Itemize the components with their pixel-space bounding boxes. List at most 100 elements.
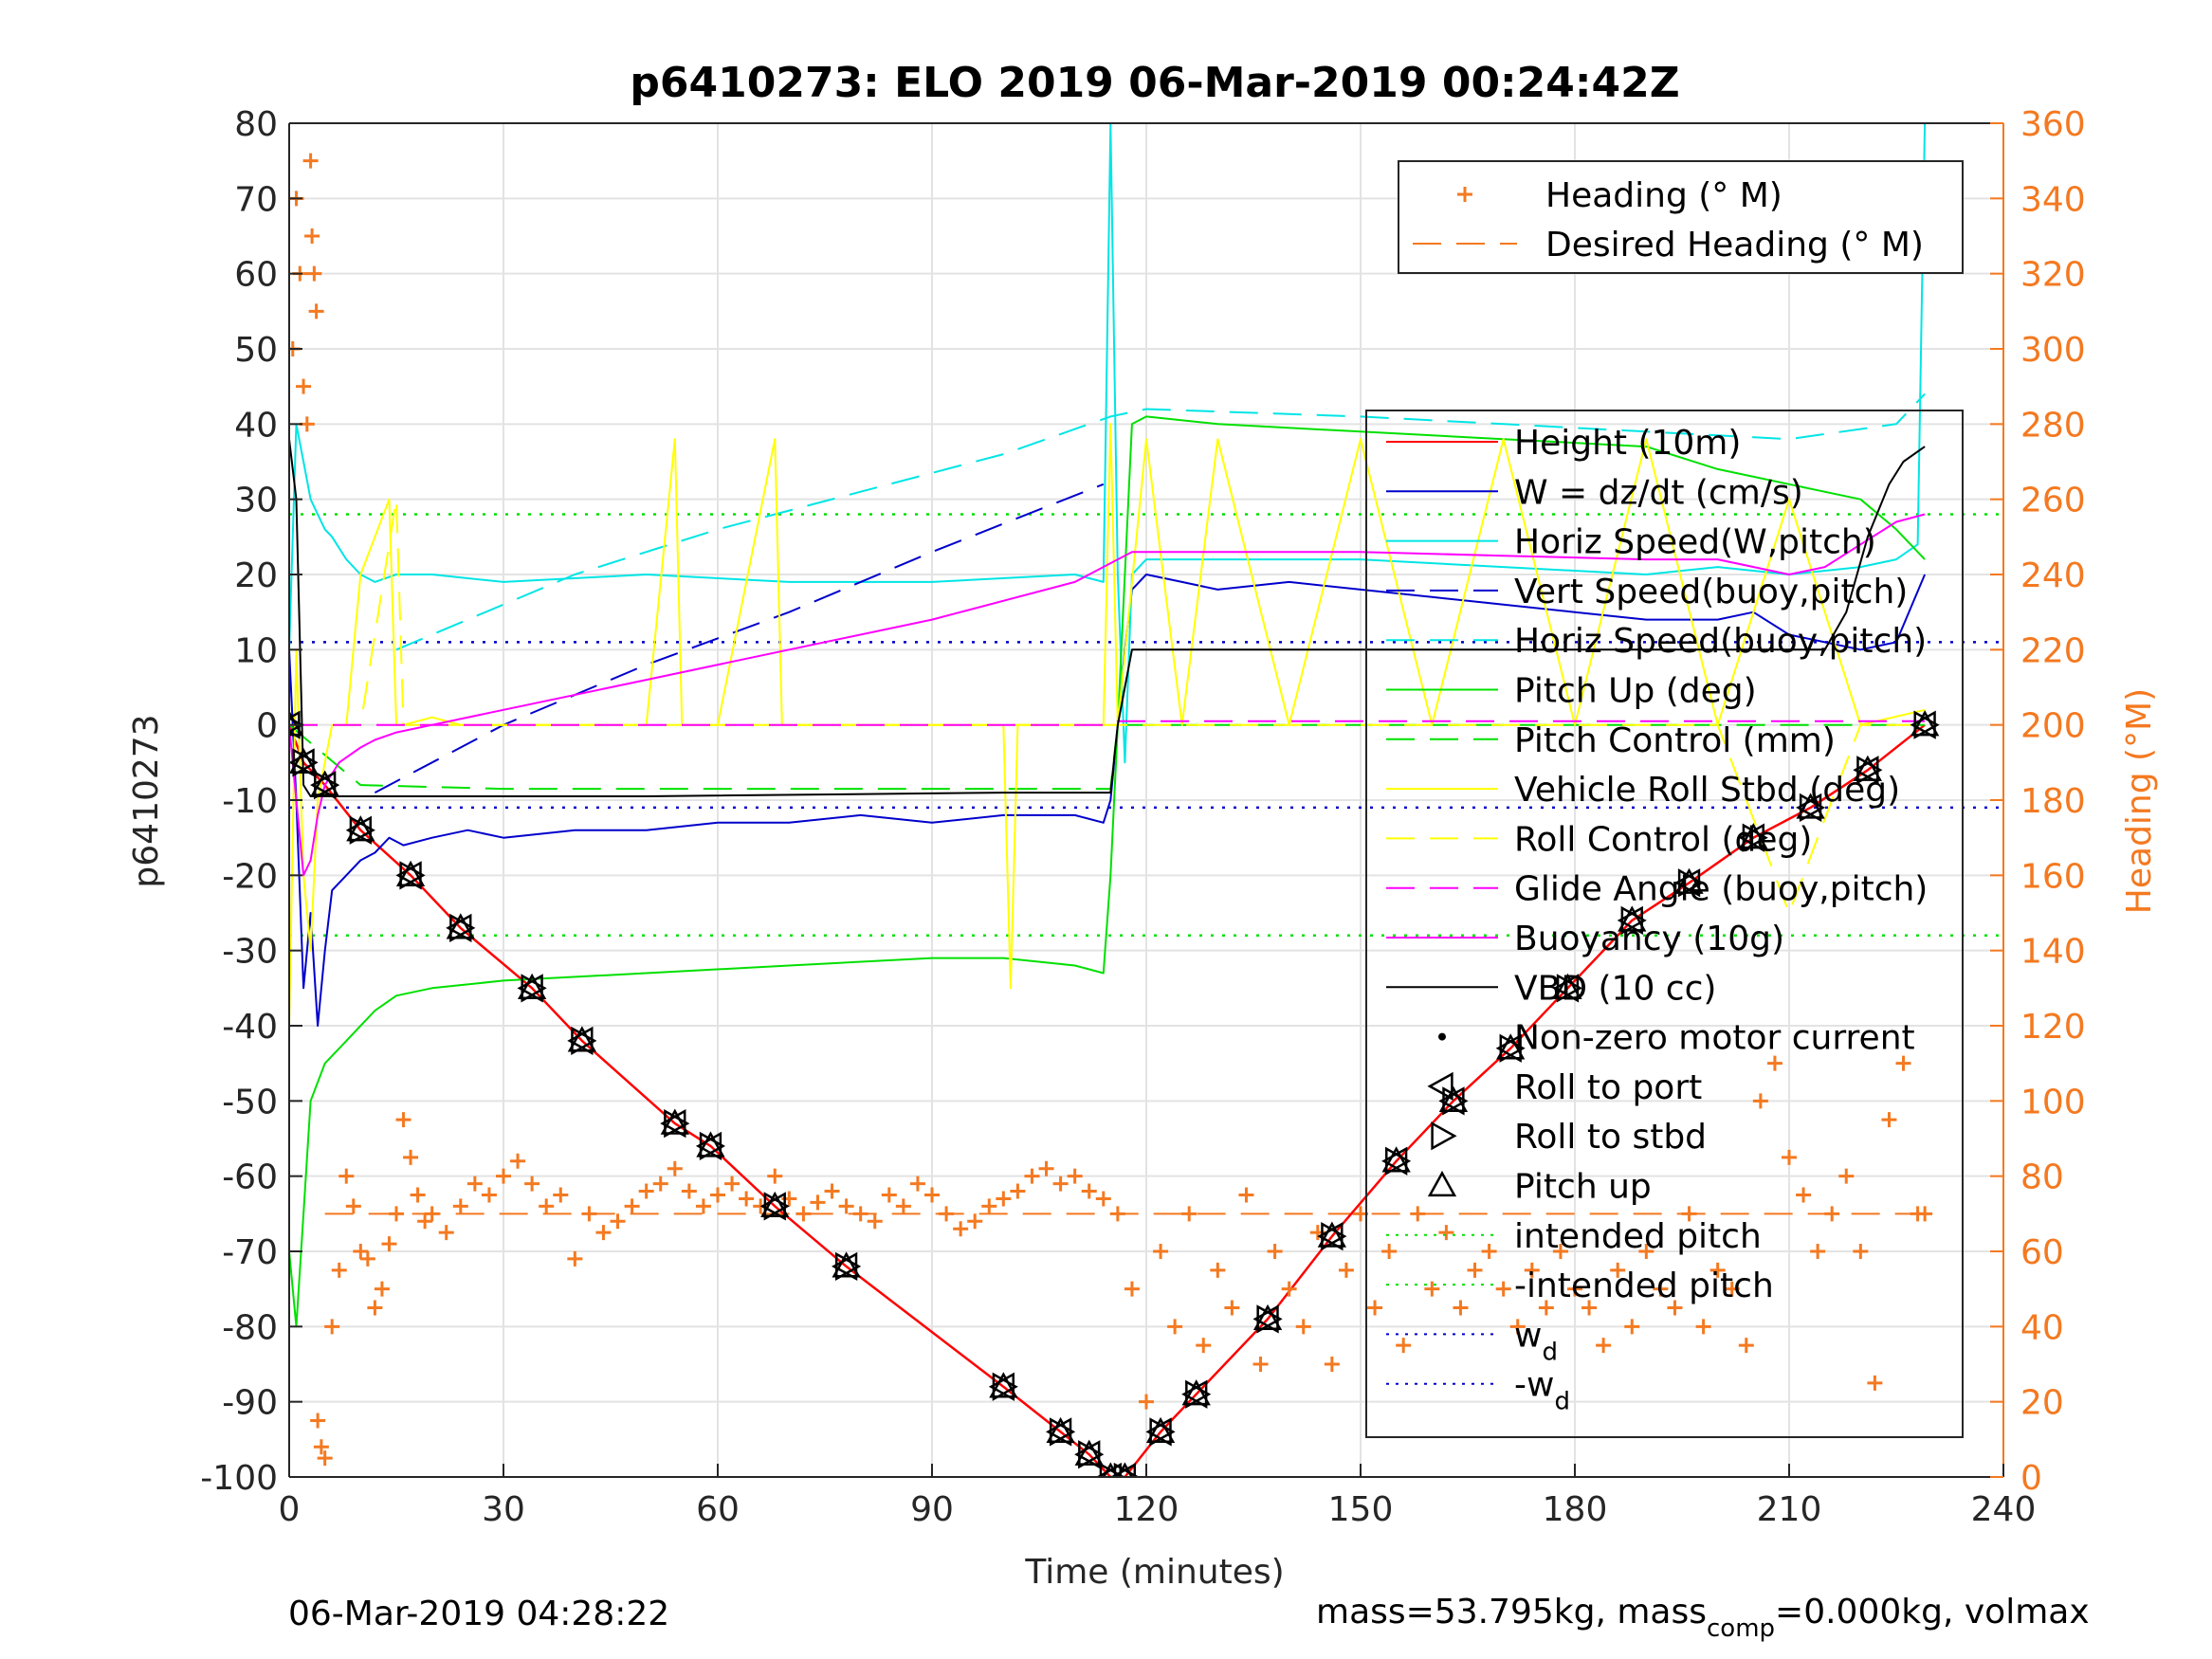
footer-date: 06-Mar-2019 04:28:22: [288, 1595, 669, 1633]
heading-marker: [1552, 1244, 1568, 1259]
heading-marker: [1224, 1300, 1240, 1316]
heading-marker: [466, 1176, 483, 1192]
heading-marker: [1067, 1168, 1083, 1184]
legend-label: W = dz/dt (cm/s): [1514, 473, 1803, 512]
legend-label-main: Glide Angle (buoy,pitch): [1514, 870, 1928, 909]
roll-to-stbd-marker: [1321, 1222, 1347, 1251]
heading-marker: [1838, 1168, 1855, 1184]
heading-marker: [1396, 1338, 1412, 1354]
pitch-up-marker: [1674, 867, 1704, 894]
series-line: [289, 415, 1926, 1328]
legend-right-axis: Heading (° M) Desired Heading (° M): [1398, 160, 1964, 274]
legend-label-main: Buoyancy (10g): [1514, 920, 1784, 958]
heading-marker: [338, 1168, 355, 1184]
y-tick-right-label: 260: [2020, 482, 2086, 520]
roll-to-port-marker: [345, 815, 372, 845]
legend-label: Pitch Control (mm): [1514, 721, 1836, 760]
roll-to-stbd-marker: [449, 913, 476, 942]
roll-to-stbd-marker: [349, 815, 375, 845]
heading-marker: [1709, 1262, 1726, 1278]
heading-marker: [1238, 1187, 1254, 1203]
y-tick-right-label: 200: [2020, 707, 2086, 746]
x-tick-label: 90: [910, 1490, 954, 1529]
x-tick-label: 240: [1971, 1490, 2037, 1529]
y-tick-right-label: 60: [2020, 1233, 2064, 1272]
heading-marker: [1824, 1206, 1840, 1222]
heading-marker: [304, 228, 320, 244]
heading-marker: [1724, 1281, 1740, 1297]
y-tick-right-label: 340: [2020, 180, 2086, 219]
roll-to-stbd-marker: [1742, 823, 1768, 852]
heading-marker: [1538, 1300, 1554, 1316]
heading-marker: [1610, 1262, 1626, 1278]
heading-marker: [1295, 1319, 1311, 1335]
roll-to-port-marker: [1552, 974, 1580, 1003]
footer-mass-prefix: mass=53.795kg, mass: [1316, 1593, 1707, 1632]
y-tick-label: -60: [222, 1158, 278, 1197]
y-tick-label: 0: [256, 707, 278, 746]
roll-to-port-marker: [1317, 1222, 1344, 1251]
heading-marker: [1895, 1055, 1911, 1071]
heading-marker: [389, 1206, 404, 1222]
y-tick-right-label: 120: [2020, 1008, 2086, 1047]
x-tick-label: 0: [279, 1490, 301, 1529]
x-axis-label: Time (minutes): [1024, 1553, 1284, 1592]
heading-marker: [424, 1206, 440, 1222]
heading-marker: [313, 1439, 329, 1455]
heading-marker: [1052, 1176, 1069, 1192]
pitch-up-marker: [567, 1026, 596, 1052]
y-tick-right-label: 80: [2020, 1158, 2064, 1197]
roll-to-port-marker: [1074, 1440, 1101, 1469]
roll-to-stbd-marker: [1913, 710, 1940, 739]
heading-marker: [374, 1281, 390, 1297]
roll-to-stbd-marker: [1442, 1086, 1469, 1116]
x-tick-label: 60: [696, 1490, 740, 1529]
legend-label: Height (10m): [1514, 424, 1741, 463]
series-line: [289, 723, 1926, 1477]
roll-to-stbd-marker: [1049, 1417, 1076, 1447]
heading-marker: [417, 1213, 433, 1230]
y-tick-label: -10: [222, 782, 278, 821]
heading-marker: [1181, 1206, 1197, 1222]
heading-marker: [767, 1168, 783, 1184]
heading-marker: [296, 378, 312, 394]
legend-label-main: VBD (10 cc): [1514, 969, 1716, 1008]
roll-to-stbd-marker: [1078, 1440, 1105, 1469]
heading-marker: [1010, 1183, 1026, 1199]
roll-to-port-marker: [759, 1192, 786, 1221]
heading-marker: [1081, 1183, 1097, 1199]
heading-marker: [317, 1450, 333, 1467]
roll-to-port-marker: [517, 974, 543, 1003]
heading-marker: [795, 1206, 812, 1222]
heading-marker: [1124, 1281, 1140, 1297]
series-line: [289, 513, 1926, 877]
legend-label-main: intended pitch: [1514, 1217, 1762, 1256]
heading-marker: [1281, 1281, 1297, 1297]
legend-label: Roll to port: [1514, 1068, 1702, 1107]
heading-marker: [395, 1112, 411, 1128]
y-tick-label: -100: [200, 1459, 278, 1498]
y-tick-right-label: 280: [2020, 406, 2086, 445]
roll-to-port-marker: [395, 861, 422, 890]
heading-marker: [1410, 1206, 1426, 1222]
heading-marker: [1810, 1244, 1826, 1259]
y-axis-right-label: Heading (°M): [2120, 688, 2159, 914]
roll-to-stbd-marker: [289, 717, 304, 734]
heading-marker: [881, 1187, 897, 1203]
roll-to-port-marker: [832, 1251, 858, 1281]
pitch-up-marker: [346, 815, 375, 842]
y-tick-right-label: 360: [2020, 105, 2086, 144]
roll-to-port-marker: [1910, 710, 1936, 739]
legend-label: Roll to stbd: [1514, 1118, 1707, 1157]
roll-to-port-marker: [1381, 1146, 1408, 1176]
series-line: [289, 498, 1926, 914]
legend-marker-triangle: [1427, 1071, 1453, 1102]
legend-label: Vehicle Roll Stbd (deg): [1514, 771, 1900, 810]
roll-to-stbd-marker: [1799, 793, 1826, 823]
pitch-up-marker: [1181, 1379, 1211, 1406]
legend-label-main: Pitch Control (mm): [1514, 721, 1836, 760]
heading-marker: [739, 1191, 755, 1207]
y-tick-label: 60: [234, 256, 278, 295]
pitch-up-marker: [1252, 1304, 1283, 1331]
legend-label: Horiz Speed(W,pitch): [1514, 523, 1876, 562]
